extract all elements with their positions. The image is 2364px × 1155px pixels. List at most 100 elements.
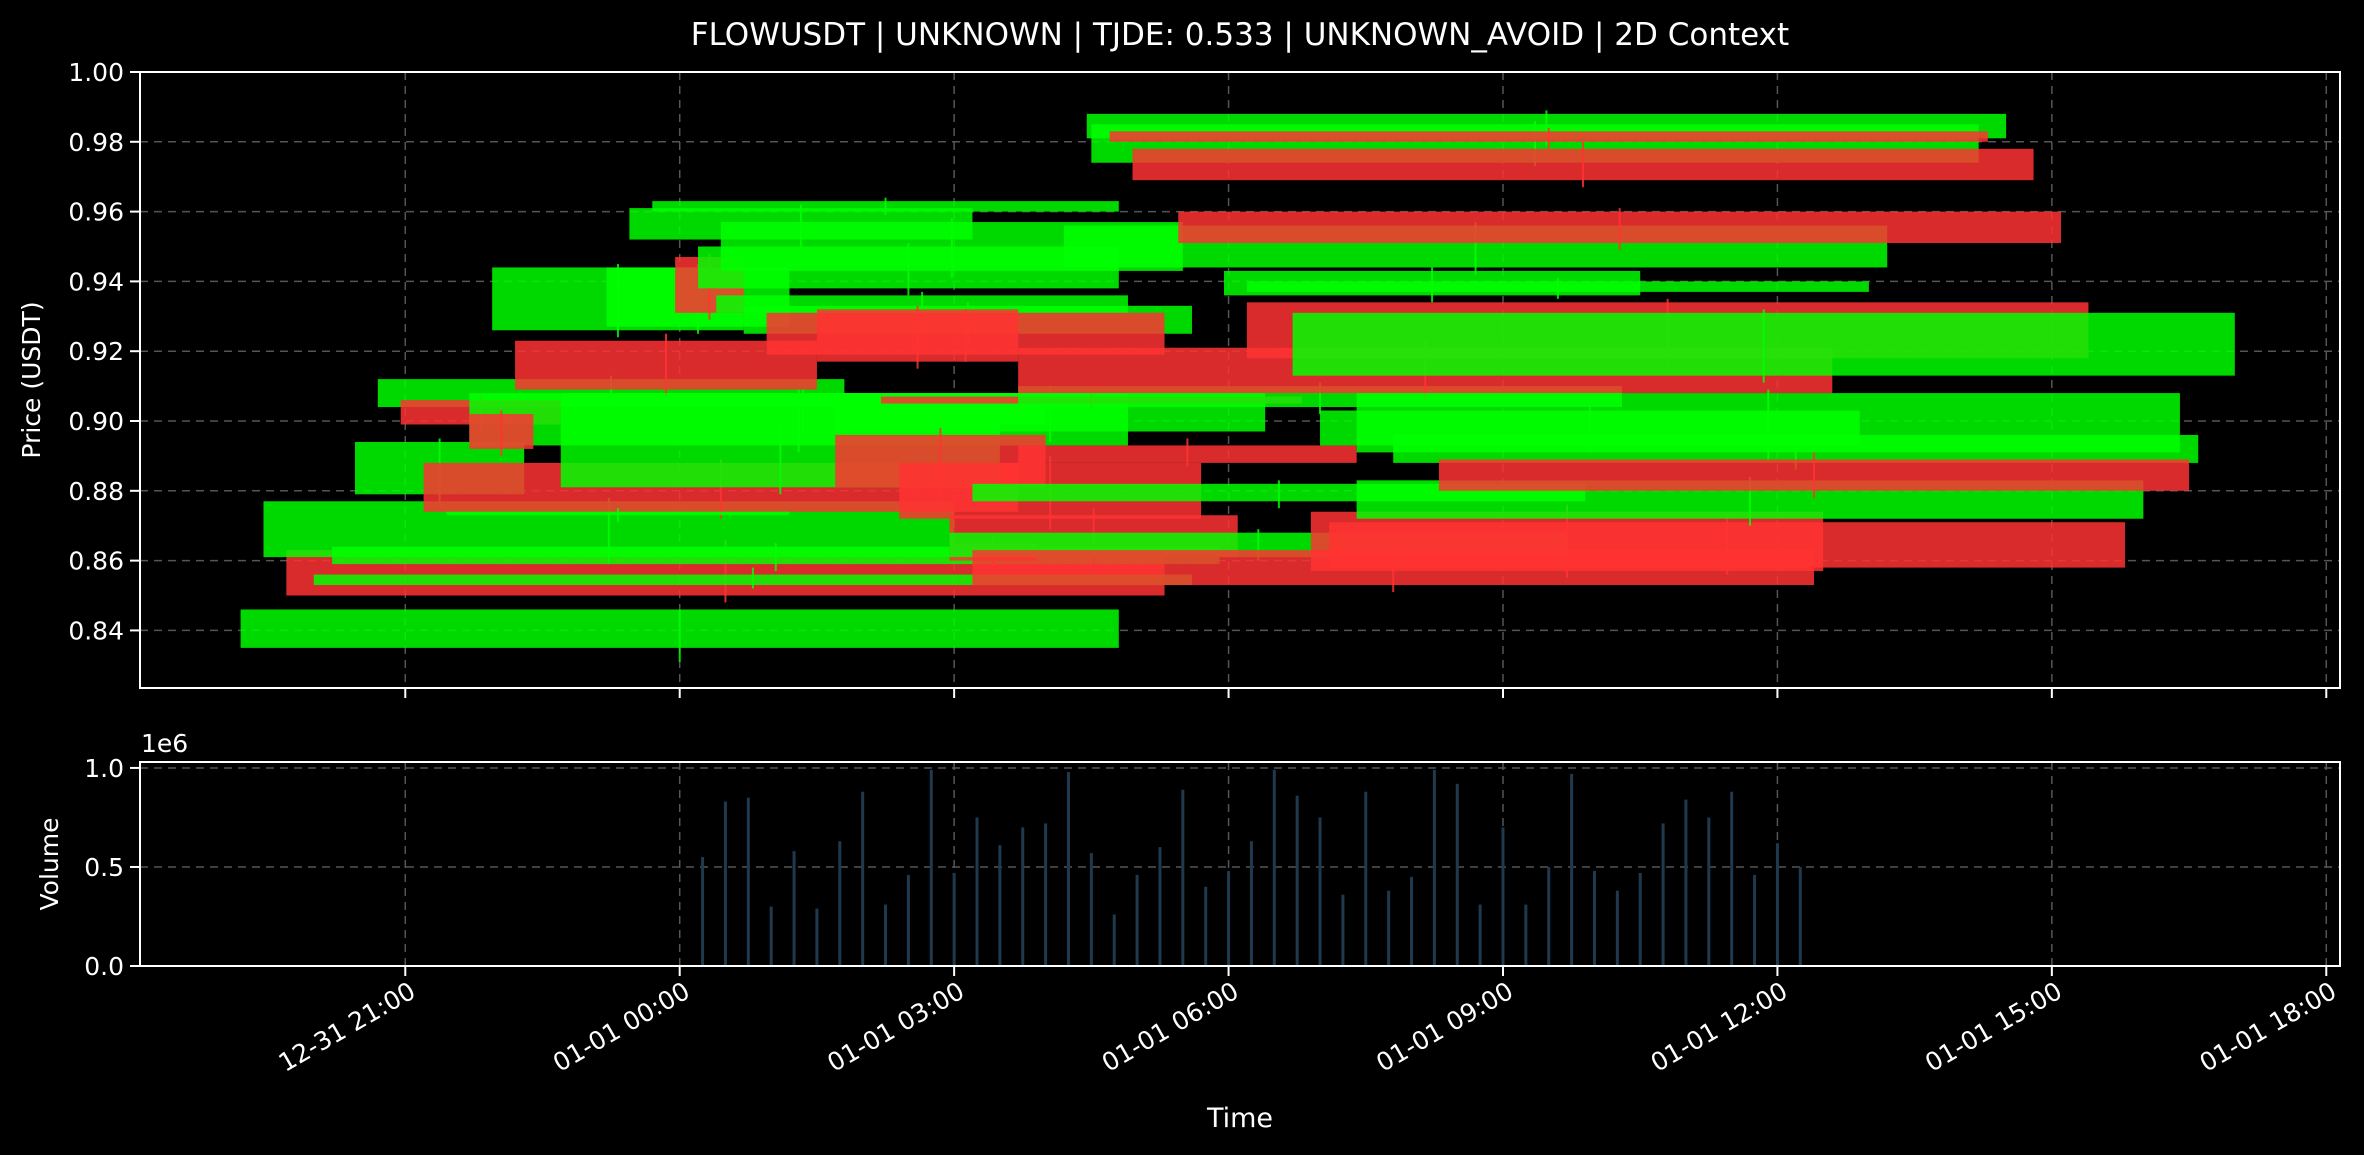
volume-scale-offset: 1e6 [141,729,188,758]
volume-bar [701,857,705,966]
price-y-tick-label: 0.88 [68,477,124,506]
candle-up [240,609,1119,662]
volume-bar [861,791,865,966]
volume-bar [1112,914,1116,966]
candle-up [446,508,790,523]
volume-bar [929,769,933,966]
candles [240,110,2235,662]
volume-bar [1387,890,1391,966]
volume-bar [1615,890,1619,966]
volume-bar [1181,789,1185,966]
candle-up [1393,431,2199,470]
volume-bar [1753,874,1757,966]
volume-bar [1089,853,1093,966]
candle-down [1132,141,2034,188]
volume-bar [1455,783,1459,966]
candle-body [313,574,1192,586]
candle-body [1132,148,2034,181]
price-y-tick-label: 0.96 [68,198,124,227]
volume-bar [1318,817,1322,966]
candle-body [240,609,1119,648]
volume-bar [1158,847,1162,966]
candle-body [652,201,1119,212]
volume-bar [1364,791,1368,966]
price-y-tick-label: 0.84 [68,616,124,645]
volume-bar [746,797,750,966]
volume-y-axis-label: Volume [35,818,64,911]
candle-up [652,197,1119,216]
volume-bar [1066,771,1070,966]
price-y-tick-label: 0.92 [68,337,124,366]
x-axis-label: Time [1206,1103,1273,1134]
candle-down [469,410,534,456]
price-y-ticks: 0.84 0.86 0.88 0.90 0.92 0.94 0.96 0.98 1.00 [68,58,140,645]
candle-body [1292,312,2235,376]
candle-body [1018,445,1357,463]
volume-bar [1547,866,1551,966]
volume-bar [1295,795,1299,966]
candle-body [446,511,790,516]
volume-bar [975,817,979,966]
chart-title: FLOWUSDT | UNKNOWN | TJDE: 0.533 | UNKNO… [691,17,1789,53]
price-y-tick-label: 0.94 [68,267,124,296]
volume-bar [1272,769,1276,966]
volume-bar [1410,876,1414,966]
volume-bar [1661,823,1665,966]
candle-body [1109,131,1988,142]
price-y-tick-label: 0.86 [68,547,124,576]
volume-bar [1775,843,1779,966]
volume-bar [815,908,819,966]
candle-down [1438,452,2190,498]
volume-bar [952,872,956,966]
candle-down [1109,127,1988,149]
price-y-tick-label: 0.90 [68,407,124,436]
candle-body [816,309,1019,362]
candle-down [1329,515,2126,575]
volume-bar [1204,886,1208,966]
volume-bar [769,906,773,966]
volume-bars [701,769,1802,966]
candle-up [1292,309,2235,383]
volume-bar [1592,870,1596,966]
volume-bar [723,801,727,966]
volume-y-tick-label: 0.5 [84,853,124,882]
volume-bar [998,845,1002,966]
candle-down [1018,438,1357,467]
candle-up [313,567,1192,589]
price-y-tick-label: 0.98 [68,128,124,157]
volume-bar [1249,841,1253,966]
volume-bar [1570,773,1574,966]
candle-body [1246,281,1869,292]
candle-up [1246,277,1869,299]
volume-y-tick-label: 1.0 [84,754,124,783]
candle-down [816,305,1019,369]
candle-body [469,414,534,449]
volume-bar [884,904,888,966]
volume-bar [1684,799,1688,966]
candle-body [1438,459,2190,491]
candle-down [1178,208,2061,250]
volume-y-ticks: 0.0 0.5 1.0 [84,754,140,981]
candle-body [1329,522,2126,568]
volume-y-tick-label: 0.0 [84,952,124,981]
volume-bar [1524,904,1528,966]
volume-axes-frame [139,761,2341,967]
volume-bar [1730,791,1734,966]
volume-bar [792,851,796,966]
price-y-axis-label: Price (USDT) [17,301,46,458]
candle-body [1178,211,2061,244]
candle-body [1393,434,2199,463]
volume-bar [1638,872,1642,966]
volume-bar [1044,823,1048,966]
volume-bar [1227,870,1231,966]
volume-bar [1021,827,1025,966]
volume-bar [1341,894,1345,966]
volume-bar [1707,817,1711,966]
volume-bar [906,874,910,966]
price-axes-frame [139,71,2341,689]
volume-bar [1798,866,1802,966]
volume-bar [1501,827,1505,966]
volume-bar [1135,874,1139,966]
price-y-tick-label: 1.00 [68,58,124,87]
